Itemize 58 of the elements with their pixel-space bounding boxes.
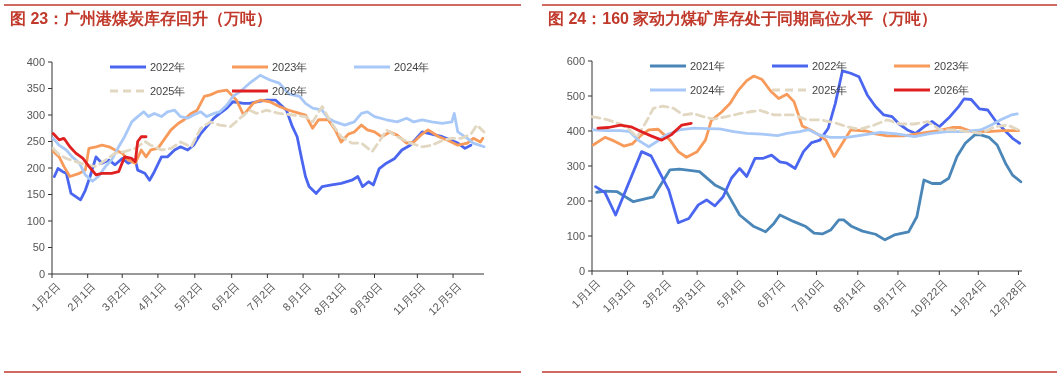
x-tick-label: 7月10日 xyxy=(789,277,827,315)
y-tick-label: 300 xyxy=(566,159,585,172)
x-tick-label: 1月31日 xyxy=(600,277,638,315)
chart-title: 图 23：广州港煤炭库存回升（万吨） xyxy=(10,10,273,28)
x-tick-label: 5月2日 xyxy=(171,280,205,314)
x-tick-label: 6月7日 xyxy=(754,277,788,311)
x-tick-label: 1月1日 xyxy=(569,277,602,311)
x-tick-label: 3月2日 xyxy=(640,277,673,311)
legend-label: 2023年 xyxy=(934,59,970,72)
line-series xyxy=(51,105,486,168)
y-tick-label: 600 xyxy=(566,54,585,67)
x-tick-label: 5月4日 xyxy=(714,277,748,311)
x-tick-label: 11月5日 xyxy=(390,280,428,317)
x-tick-label: 4月1日 xyxy=(135,280,168,314)
legend-label: 2022年 xyxy=(812,59,848,72)
y-tick-label: 100 xyxy=(566,229,585,242)
y-tick-label: 0 xyxy=(38,267,45,280)
x-tick-label: 3月2日 xyxy=(99,280,133,314)
x-tick-label: 8月14日 xyxy=(830,277,868,315)
x-tick-label: 12月28日 xyxy=(986,277,1029,319)
y-tick-label: 200 xyxy=(26,161,45,174)
y-tick-label: 50 xyxy=(32,241,45,254)
y-tick-label: 350 xyxy=(26,82,45,95)
x-tick-label: 12月5日 xyxy=(425,280,463,318)
y-tick-label: 0 xyxy=(578,264,585,277)
y-tick-label: 400 xyxy=(566,124,585,137)
y-tick-label: 250 xyxy=(26,135,45,148)
legend-label: 2022年 xyxy=(150,60,186,73)
x-tick-label: 11月24日 xyxy=(947,277,989,319)
x-tick-label: 10月22日 xyxy=(907,277,950,319)
y-tick-label: 150 xyxy=(26,188,45,201)
line-series xyxy=(595,133,1023,242)
legend-label: 2025年 xyxy=(150,84,186,97)
line-series xyxy=(594,69,1022,225)
y-tick-label: 400 xyxy=(26,55,45,68)
y-tick-label: 200 xyxy=(566,194,585,207)
legend-label: 2026年 xyxy=(272,84,308,97)
y-tick-label: 100 xyxy=(26,214,45,227)
line-series xyxy=(51,132,148,177)
x-tick-label: 8月31日 xyxy=(311,280,349,318)
y-tick-label: 500 xyxy=(566,89,585,102)
line-series xyxy=(596,121,693,142)
chart-title: 图 24：160 家动力煤矿库存处于同期高位水平（万吨） xyxy=(548,9,938,28)
x-tick-label: 1月2日 xyxy=(29,280,62,314)
x-tick-label: 8月1日 xyxy=(280,280,313,314)
legend-label: 2021年 xyxy=(690,59,726,72)
x-tick-label: 9月30日 xyxy=(347,280,385,318)
x-tick-label: 9月17日 xyxy=(870,277,908,315)
line-series xyxy=(591,112,1019,149)
x-tick-label: 7月2日 xyxy=(244,280,278,314)
y-tick-label: 300 xyxy=(26,108,45,121)
line-series xyxy=(51,73,486,183)
legend-label: 2023年 xyxy=(272,60,308,73)
x-tick-label: 2月1日 xyxy=(64,280,98,314)
legend-label: 2024年 xyxy=(690,83,726,96)
legend-label: 2026年 xyxy=(934,83,970,96)
legend-label: 2024年 xyxy=(394,60,430,73)
x-tick-label: 6月2日 xyxy=(208,280,242,314)
